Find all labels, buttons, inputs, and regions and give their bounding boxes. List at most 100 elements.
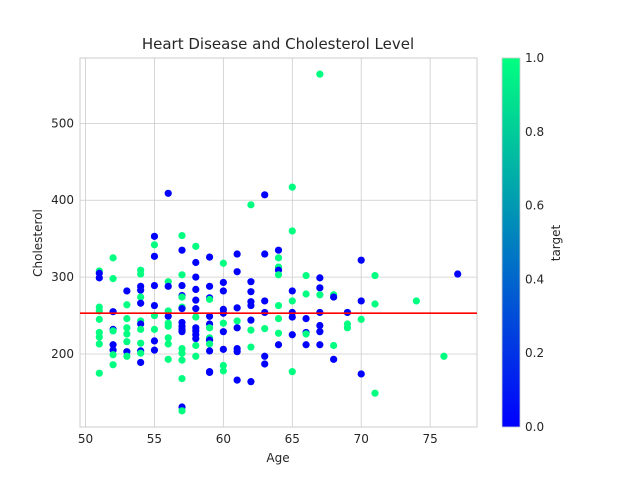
scatter-point <box>178 231 186 240</box>
scatter-point <box>150 232 159 240</box>
colorbar-tick-label: 0.4 <box>525 272 544 286</box>
scatter-point <box>247 278 255 286</box>
scatter-point <box>192 296 200 304</box>
scatter-point <box>109 327 117 335</box>
scatter-point <box>123 301 131 309</box>
scatter-point <box>247 288 255 296</box>
scatter-point <box>178 374 186 383</box>
scatter-point <box>219 345 227 353</box>
scatter-point <box>371 300 379 308</box>
scatter-point <box>178 305 186 313</box>
scatter-point <box>137 286 145 294</box>
scatter-point <box>357 315 365 323</box>
y-tick-label: 500 <box>51 116 74 130</box>
scatter-point <box>302 315 310 323</box>
colorbar: 0.0 0.2 0.4 0.6 0.8 1.0 target <box>501 51 563 434</box>
plot-frame <box>79 57 478 428</box>
grid-lines <box>80 58 477 427</box>
scatter-point <box>233 268 241 276</box>
scatter-point <box>178 407 186 415</box>
y-tick-label: 300 <box>51 270 74 284</box>
scatter-point <box>192 352 200 360</box>
scatter-point <box>261 297 269 305</box>
scatter-point <box>302 290 310 298</box>
x-axis-ticks: 50 55 60 65 70 75 <box>78 432 438 446</box>
scatter-point <box>150 337 159 345</box>
scatter-point <box>371 389 379 397</box>
scatter-point <box>288 183 296 191</box>
x-tick-label: 75 <box>422 432 437 446</box>
scatter-point <box>205 324 214 332</box>
scatter-point <box>316 321 324 330</box>
colorbar-ticks: 0.0 0.2 0.4 0.6 0.8 1.0 <box>525 51 544 434</box>
scatter-point <box>288 287 296 295</box>
scatter-point <box>316 284 324 292</box>
colorbar-tick-label: 0.0 <box>525 420 544 434</box>
scatter-point <box>205 368 214 377</box>
scatter-point <box>137 270 145 278</box>
scatter-point <box>192 305 200 313</box>
scatter-point <box>371 271 379 280</box>
scatter-point <box>440 352 448 360</box>
colorbar-tick-label: 0.6 <box>525 199 544 213</box>
scatter-point <box>164 340 172 348</box>
scatter-point <box>288 297 296 305</box>
scatter-point <box>123 287 131 295</box>
scatter-point <box>247 378 255 386</box>
scatter-point <box>192 334 200 343</box>
scatter-point <box>150 325 159 333</box>
scatter-point <box>205 347 214 355</box>
scatter-point <box>205 340 214 348</box>
scatter-point <box>205 253 214 261</box>
scatter-point <box>205 312 214 320</box>
scatter-point <box>192 273 200 281</box>
scatter-point <box>150 252 159 260</box>
scatter-point <box>192 341 200 350</box>
scatter-point <box>316 341 324 349</box>
scatter-point <box>247 301 255 310</box>
scatter-point <box>205 282 214 290</box>
colorbar-label: target <box>549 224 563 261</box>
scatter-point <box>288 313 296 321</box>
scatter-point <box>357 256 365 264</box>
scatter-point <box>192 285 200 293</box>
x-axis-label: Age <box>266 451 289 465</box>
scatter-point <box>164 355 172 363</box>
scatter-point <box>233 324 241 332</box>
scatter-point <box>150 346 159 354</box>
scatter-point <box>288 368 296 376</box>
scatter-point <box>247 201 255 209</box>
x-tick-label: 65 <box>285 432 300 446</box>
scatter-point <box>274 315 283 323</box>
scatter-point <box>109 361 117 369</box>
scatter-point <box>302 341 310 349</box>
scatter-point <box>178 349 186 357</box>
scatter-point <box>192 313 200 321</box>
points-layer <box>95 70 462 415</box>
scatter-point <box>261 250 269 258</box>
scatter-point <box>219 287 227 295</box>
scatter-point <box>261 360 269 368</box>
scatter-point <box>178 271 186 279</box>
scatter-point <box>109 308 117 316</box>
scatter-point <box>137 325 145 333</box>
scatter-point <box>95 340 103 348</box>
colorbar-tick-label: 0.8 <box>525 125 544 139</box>
scatter-point <box>357 297 365 305</box>
y-axis-label: Cholesterol <box>31 209 45 277</box>
scatter-point <box>454 270 462 278</box>
scatter-point <box>123 315 131 323</box>
scatter-point <box>274 341 283 349</box>
scatter-point <box>164 312 172 320</box>
scatter-point <box>219 328 227 336</box>
scatter-point <box>274 254 283 262</box>
scatter-point <box>123 338 131 346</box>
scatter-point <box>330 355 338 363</box>
scatter-point <box>219 361 227 370</box>
x-tick-label: 50 <box>78 432 93 446</box>
y-axis-ticks: 200 300 400 500 <box>51 116 74 361</box>
scatter-point <box>261 352 269 360</box>
scatter-point <box>412 297 420 305</box>
